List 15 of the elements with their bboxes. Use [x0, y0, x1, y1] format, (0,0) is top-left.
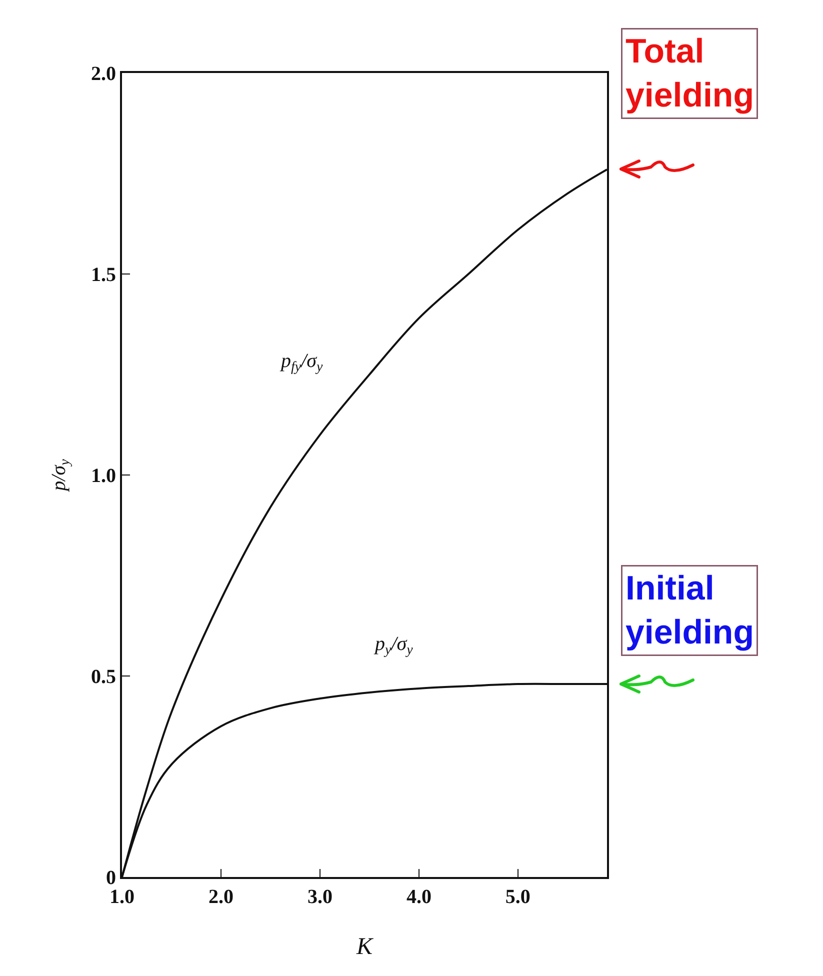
- y-tick-label: 0.5: [91, 666, 116, 688]
- x-tick-label: 5.0: [505, 886, 530, 908]
- annotation: p$_{y}$/σ$_{y}$: [373, 633, 414, 658]
- x-tick-label: 3.0: [307, 886, 332, 908]
- y-tick-label: 1.5: [91, 264, 116, 286]
- x-tick-label: 1.0: [110, 886, 134, 908]
- x-tick-label: 4.0: [406, 886, 432, 908]
- y-tick-label: 2.0: [91, 63, 116, 85]
- x-axis-title: K: [355, 934, 374, 960]
- annotation: Initial yielding: [626, 570, 754, 652]
- y-tick-label: 1.0: [91, 465, 116, 487]
- annotation: Total yielding: [626, 32, 754, 115]
- x-tick-label: 2.0: [208, 886, 234, 908]
- annotation: p$_{fy}$/σ$_{y}$: [279, 350, 324, 376]
- y-tick-label: 0: [106, 867, 116, 889]
